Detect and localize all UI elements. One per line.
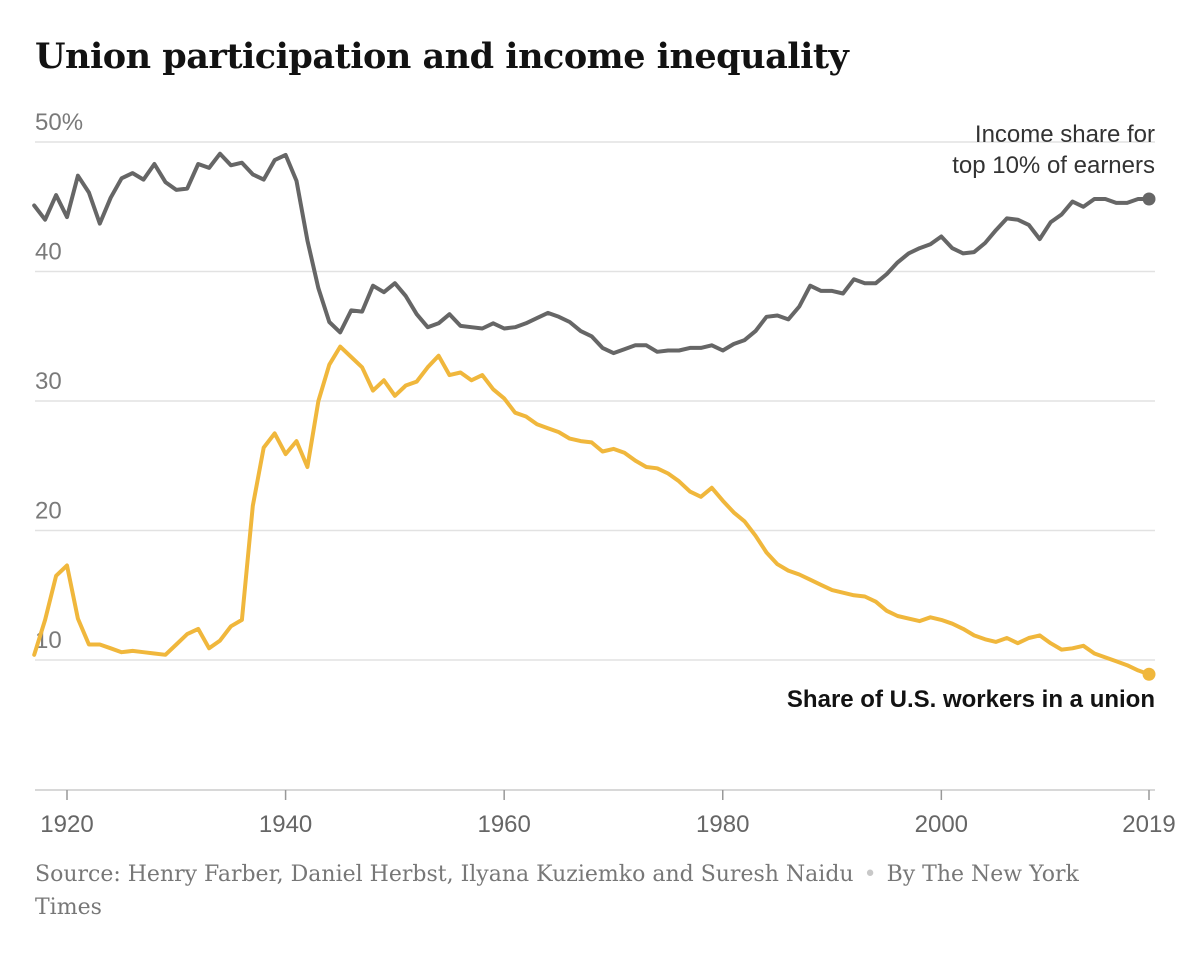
x-tick-label: 1960 (477, 811, 530, 838)
union-share-line (32, 344, 1151, 677)
x-tick-label: 1920 (40, 811, 93, 838)
separator-dot-icon: • (863, 862, 877, 887)
income-share-line (32, 151, 1151, 356)
y-tick-label: 20 (35, 498, 62, 525)
byline-text: By The New York Times (35, 862, 1079, 920)
union-share-end-marker (1142, 667, 1156, 681)
x-tick-label: 1940 (259, 811, 312, 838)
income-share-end-marker (1142, 192, 1156, 206)
x-tick-label: 1980 (696, 811, 749, 838)
union-share-label: Share of U.S. workers in a union (787, 686, 1155, 713)
source-text: Source: Henry Farber, Daniel Herbst, Ily… (35, 862, 854, 887)
income-share-label: Income share for (975, 121, 1155, 148)
y-tick-label: 30 (35, 368, 62, 395)
y-tick-label: 50% (35, 109, 83, 136)
source-note: Source: Henry Farber, Daniel Herbst, Ily… (35, 858, 1115, 924)
income-share-label: top 10% of earners (952, 152, 1155, 179)
y-tick-label: 40 (35, 239, 62, 266)
x-tick-label: 2000 (915, 811, 968, 838)
chart-title: Union participation and income inequalit… (35, 36, 849, 77)
x-tick-label: 2019 (1122, 811, 1175, 838)
